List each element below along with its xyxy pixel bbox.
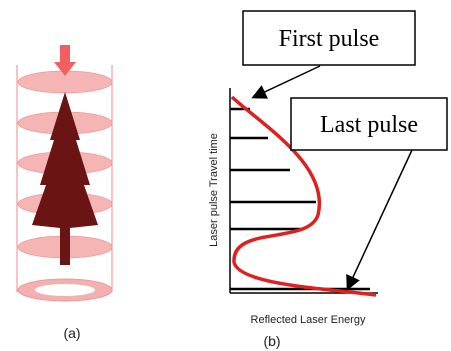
caption: (a) <box>63 325 80 341</box>
callout-arrow <box>254 66 320 97</box>
callout: Last pulse <box>320 112 418 138</box>
callout-arrow <box>348 150 412 288</box>
y-axis-label: Laser pulse Travel time <box>208 133 220 247</box>
ground <box>35 284 95 296</box>
x-axis-label: Reflected Laser Energy <box>251 314 366 326</box>
callout: First pulse <box>279 26 380 52</box>
figure: (a) First pulse Last pulse Laser pulse T… <box>0 0 451 351</box>
caption: (b) <box>263 333 280 349</box>
panel-a: (a) <box>17 45 112 341</box>
panel-b: First pulse Last pulse Laser pulse Trave… <box>208 11 447 349</box>
